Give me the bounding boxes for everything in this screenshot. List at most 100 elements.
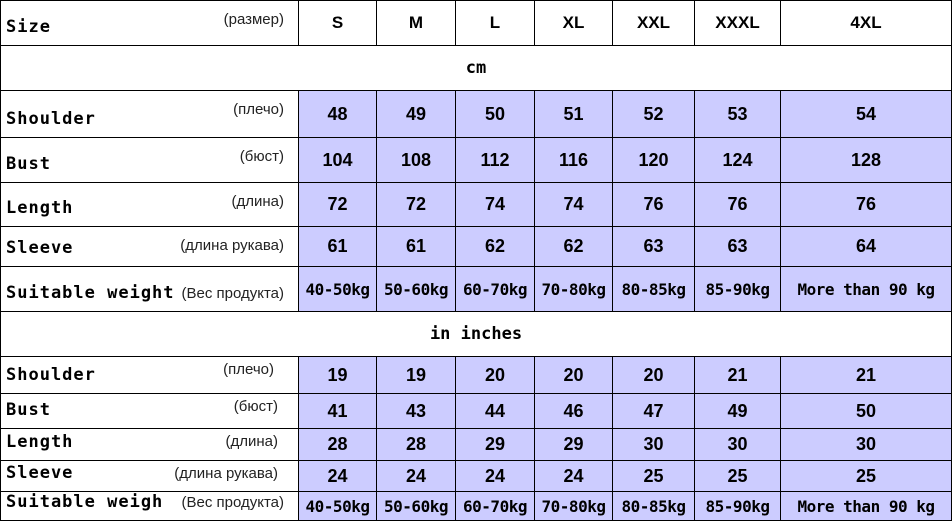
size-header-row: Size (размер) S M L XL XXL XXXL 4XL [0, 0, 952, 46]
section-title-row: in inches [0, 311, 952, 357]
measurement-value: 50 [455, 90, 535, 138]
measurement-value: 49 [376, 90, 456, 138]
measurement-row: Length (длина) 28 28 29 29 30 30 30 [0, 428, 952, 461]
measurement-value: 60-70kg [455, 266, 535, 312]
size-label-ru: (размер) [223, 11, 284, 28]
measurement-label-cell: Bust (бюст) [0, 137, 299, 183]
section-title: cm [0, 45, 952, 91]
measurement-label: Suitable weight [6, 283, 175, 303]
measurement-value: 76 [780, 182, 952, 227]
measurement-value: 28 [298, 428, 377, 461]
measurement-value: 21 [780, 356, 952, 394]
measurement-value: 120 [612, 137, 695, 183]
measurement-value: 25 [780, 460, 952, 492]
measurement-value: More than 90 kg [780, 266, 952, 312]
measurement-value: 49 [694, 393, 781, 429]
size-label-cell: Size (размер) [0, 0, 299, 46]
measurement-label-cell: Sleeve (длина рукава) [0, 460, 299, 492]
measurement-value: 76 [694, 182, 781, 227]
measurement-value: 53 [694, 90, 781, 138]
measurement-value: 63 [612, 226, 695, 267]
measurement-label: Shoulder [6, 109, 96, 129]
measurement-value: 24 [534, 460, 613, 492]
measurement-value: 43 [376, 393, 456, 429]
measurement-value: 116 [534, 137, 613, 183]
measurement-value: 24 [298, 460, 377, 492]
measurement-label-cell: Suitable weight (Вес продукта) [0, 266, 299, 312]
measurement-value: 74 [455, 182, 535, 227]
measurement-label-cell: Sleeve (длина рукава) [0, 226, 299, 267]
measurement-value: 25 [612, 460, 695, 492]
measurement-value: 40-50kg [298, 491, 377, 521]
measurement-value: 60-70kg [455, 491, 535, 521]
measurement-value: 41 [298, 393, 377, 429]
size-header-4xl: 4XL [780, 0, 952, 46]
measurement-value: 30 [612, 428, 695, 461]
measurement-value: 52 [612, 90, 695, 138]
measurement-row: Bust (бюст) 104 108 112 116 120 124 128 [0, 137, 952, 183]
measurement-label-ru: (длина рукава) [174, 465, 278, 482]
section-title: in inches [0, 311, 952, 357]
measurement-label: Sleeve [6, 238, 74, 258]
measurement-value: 72 [376, 182, 456, 227]
measurement-value: 85-90kg [694, 266, 781, 312]
measurement-label: Sleeve [6, 463, 74, 483]
measurement-value: 80-85kg [612, 266, 695, 312]
measurement-value: 62 [534, 226, 613, 267]
measurement-value: 30 [694, 428, 781, 461]
measurement-row: Sleeve (длина рукава) 61 61 62 62 63 63 64 [0, 226, 952, 267]
measurement-value: 50-60kg [376, 266, 456, 312]
size-header-xl: XL [534, 0, 613, 46]
size-label: Size [6, 17, 51, 37]
measurement-value: 29 [534, 428, 613, 461]
measurement-label-cell: Suitable weigh (Вес продукта) [0, 491, 299, 521]
measurement-label-ru: (плечо) [223, 361, 274, 378]
measurement-row: Suitable weigh (Вес продукта) 40-50kg 50-60… [0, 491, 952, 521]
measurement-value: 61 [298, 226, 377, 267]
measurement-value: 48 [298, 90, 377, 138]
size-header-xxl: XXL [612, 0, 695, 46]
measurement-label: Shoulder [6, 365, 96, 385]
measurement-label-ru: (плечо) [233, 101, 284, 118]
measurement-row: Shoulder (плечо) 48 49 50 51 52 53 54 [0, 90, 952, 138]
measurement-value: 19 [298, 356, 377, 394]
measurement-value: 44 [455, 393, 535, 429]
measurement-value: 28 [376, 428, 456, 461]
measurement-label-cell: Bust (бюст) [0, 393, 299, 429]
measurement-label-cell: Length (длина) [0, 182, 299, 227]
measurement-label-cell: Length (длина) [0, 428, 299, 461]
measurement-value: 46 [534, 393, 613, 429]
measurement-label-cell: Shoulder (плечо) [0, 356, 299, 394]
measurement-value: 85-90kg [694, 491, 781, 521]
measurement-label: Suitable weigh [6, 492, 164, 513]
measurement-value: 21 [694, 356, 781, 394]
measurement-value: 80-85kg [612, 491, 695, 521]
measurement-value: 76 [612, 182, 695, 227]
measurement-value: 47 [612, 393, 695, 429]
measurement-value: 64 [780, 226, 952, 267]
measurement-value: 30 [780, 428, 952, 461]
measurement-label-cell: Shoulder (плечо) [0, 90, 299, 138]
measurement-row: Bust (бюст) 41 43 44 46 47 49 50 [0, 393, 952, 429]
size-header-xxxl: XXXL [694, 0, 781, 46]
measurement-value: 24 [455, 460, 535, 492]
measurement-value: 124 [694, 137, 781, 183]
measurement-label-ru: (длина) [231, 193, 285, 210]
measurement-label: Bust [6, 400, 51, 420]
measurement-value: 70-80kg [534, 266, 613, 312]
measurement-value: 54 [780, 90, 952, 138]
measurement-value: 20 [455, 356, 535, 394]
measurement-label-ru: (бюст) [233, 398, 278, 415]
measurement-value: 62 [455, 226, 535, 267]
measurement-value: 20 [612, 356, 695, 394]
measurement-value: More than 90 kg [780, 491, 952, 521]
measurement-value: 19 [376, 356, 456, 394]
measurement-value: 63 [694, 226, 781, 267]
measurement-label: Bust [6, 154, 51, 174]
measurement-value: 25 [694, 460, 781, 492]
measurement-value: 128 [780, 137, 952, 183]
size-header-s: S [298, 0, 377, 46]
measurement-value: 40-50kg [298, 266, 377, 312]
measurement-row: Shoulder (плечо) 19 19 20 20 20 21 21 [0, 356, 952, 394]
